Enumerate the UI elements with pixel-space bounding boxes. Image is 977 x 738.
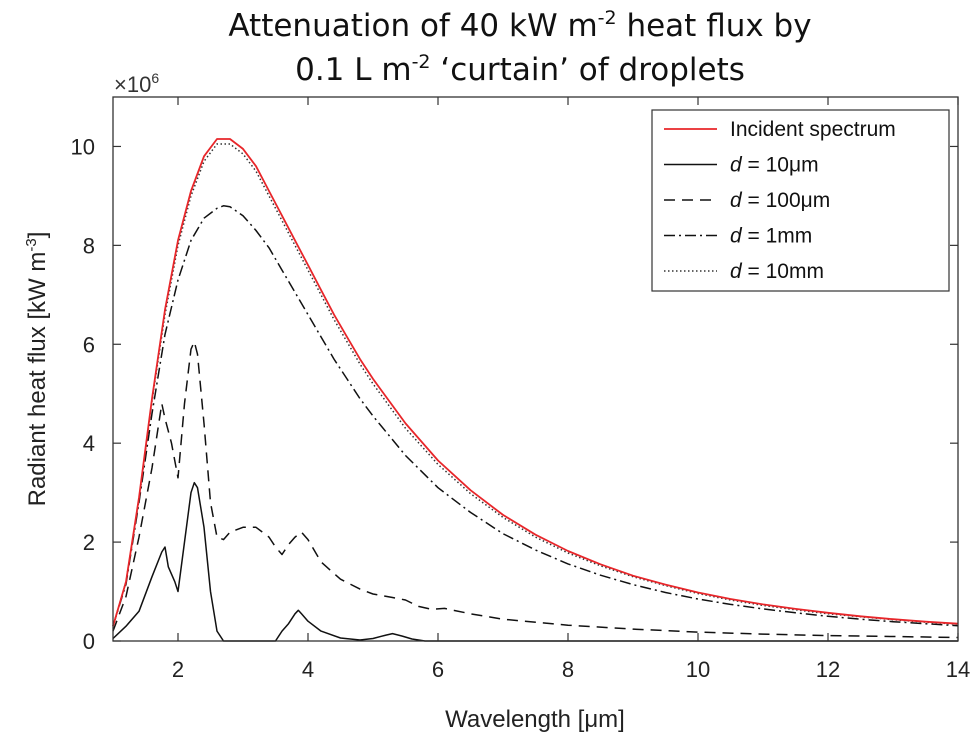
- y-tick-label: 6: [83, 332, 95, 357]
- chart-title-line-2: 0.1 L m-2 ‘curtain’ of droplets: [295, 51, 745, 88]
- y-tick-label: 8: [83, 233, 95, 258]
- chart-title-line-1: Attenuation of 40 kW m-2 heat flux by: [228, 7, 811, 44]
- x-tick-label: 10: [686, 657, 710, 682]
- y-axis-label: Radiant heat flux [kW m-3]: [23, 232, 51, 507]
- plot-frame: [112, 96, 959, 642]
- x-tick-label: 8: [562, 657, 574, 682]
- x-tick-label: 14: [946, 657, 970, 682]
- series-line-0: [112, 138, 959, 627]
- legend-label-4: d = 10mm: [730, 260, 824, 283]
- y-tick-label: 2: [83, 530, 95, 555]
- series-line-2: [112, 341, 959, 639]
- y-tick-label: 0: [83, 629, 95, 654]
- x-tick-label: 2: [172, 657, 184, 682]
- x-axis-label: Wavelength [μm]: [445, 706, 625, 733]
- legend: Incident spectrum d = 10μm d = 100μm d = 1m…: [651, 109, 950, 292]
- ticks-layer: 2 4 6 8 10 12 14 0 2 4 6 8 10: [71, 97, 970, 682]
- x-tick-label: 4: [302, 657, 314, 682]
- legend-label-2: d = 100μm: [730, 189, 830, 212]
- y-tick-label: 4: [83, 431, 95, 456]
- series-line-1: [112, 481, 958, 642]
- series-line-3: [112, 205, 959, 627]
- x-tick-label: 6: [432, 657, 444, 682]
- series-layer: [112, 138, 959, 642]
- legend-label-3: d = 1mm: [730, 225, 812, 248]
- legend-label-0: Incident spectrum: [730, 118, 896, 141]
- legend-label-1: d = 10μm: [730, 154, 819, 177]
- y-tick-label: 10: [71, 134, 95, 159]
- x-tick-label: 12: [816, 657, 840, 682]
- y-axis-exponent: ×106: [114, 70, 159, 97]
